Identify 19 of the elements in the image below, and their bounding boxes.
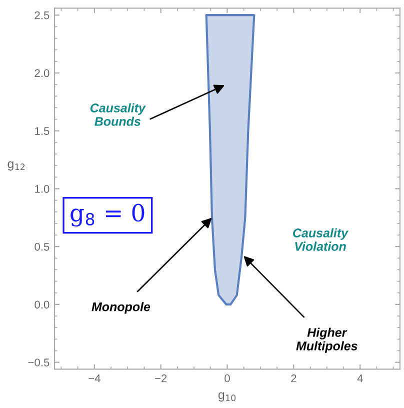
y-tick-label: 0.5 [34,242,50,251]
x-axis-title: g$_{10}$ [218,392,236,402]
y-axis-title: g$_{12}$ [8,161,25,171]
x-tick-label: 2 [291,374,296,382]
y-tick-label: 1.0 [35,184,50,193]
y-tick-label: −0.5 [28,358,50,366]
y-tick-label: 1.5 [35,127,50,135]
y-tick-label: 2.0 [34,69,50,78]
annotation: Higher Multipoles [296,328,358,353]
annotation: Monopole [92,302,150,314]
x-tick-label: 0 [224,374,230,382]
x-tick-label: 4 [357,374,363,382]
annotation: Causality Violation [293,228,349,251]
y-tick-label: 0.0 [34,300,50,309]
x-tick-label: −4 [88,374,100,382]
x-tick-label: −2 [155,374,167,382]
annotation: Causality Bounds [90,103,146,126]
y-tick-label: 2.5 [34,11,50,20]
annotation: g$_{8}$ = 0 [70,204,144,227]
